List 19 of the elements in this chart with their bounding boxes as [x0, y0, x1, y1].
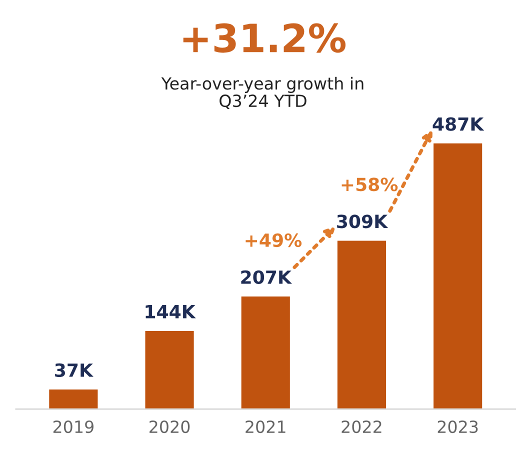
- x-tick-label: 2021: [246, 420, 286, 434]
- data-label: 207K: [241, 270, 292, 284]
- annotation: +49%: [246, 233, 302, 248]
- data-label: 309K: [337, 214, 388, 228]
- annotation: +58%: [342, 178, 398, 192]
- chart-subtitle: Year-over-year growth in Q3’24 YTD: [161, 76, 364, 110]
- data-label: 487K: [432, 117, 484, 131]
- data-label: 144K: [146, 305, 196, 318]
- bar: [432, 142, 484, 410]
- chart-title: +31.2%: [183, 23, 346, 53]
- x-tick-label: 2023: [438, 420, 478, 434]
- x-tick-label: 2022: [342, 420, 382, 434]
- x-tick-label: 2020: [150, 420, 190, 434]
- bar: [240, 295, 292, 410]
- bar: [48, 388, 100, 410]
- data-label: 37K: [55, 363, 94, 377]
- bar: [336, 239, 388, 410]
- bar: [144, 330, 196, 410]
- x-tick-label: 2019: [53, 420, 94, 434]
